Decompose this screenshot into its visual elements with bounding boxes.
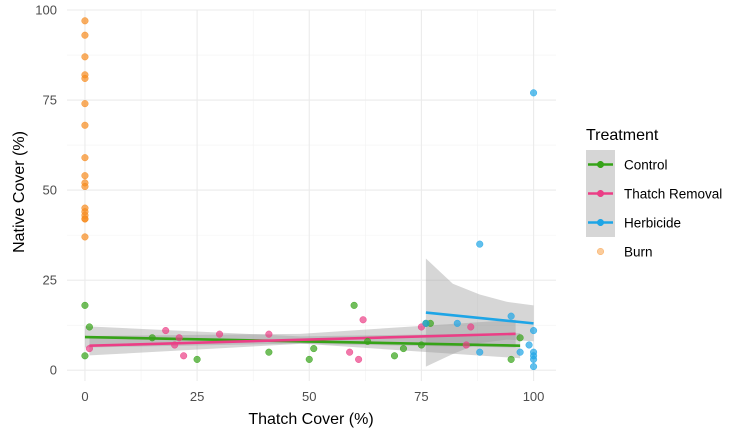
fit-line-thatch-removal bbox=[89, 332, 516, 348]
legend-item-thatch-removal: Thatch Removal bbox=[586, 179, 722, 208]
data-point-control bbox=[265, 348, 273, 356]
data-point-herbicide bbox=[530, 327, 538, 335]
data-point-control bbox=[390, 352, 399, 360]
data-point-burn bbox=[81, 154, 89, 162]
legend-key-point bbox=[596, 189, 605, 198]
data-point-control bbox=[417, 341, 425, 349]
data-point-burn bbox=[81, 100, 89, 108]
data-point-control bbox=[507, 355, 515, 363]
legend-label: Herbicide bbox=[624, 216, 681, 231]
data-point-burn bbox=[81, 233, 89, 241]
data-point-thatch-removal bbox=[462, 341, 470, 349]
x-tick-label: 25 bbox=[190, 389, 204, 404]
y-tick-label: 25 bbox=[43, 273, 57, 288]
axis-ticks: 0 25 50 75 100 0 25 50 75 100 bbox=[35, 3, 544, 405]
legend-item-burn: Burn bbox=[596, 245, 653, 260]
legend-items: Control Thatch Removal Herbicide Burn bbox=[586, 150, 722, 260]
legend-key-point bbox=[596, 247, 605, 256]
data-point-thatch-removal bbox=[359, 316, 367, 324]
fit-line-control bbox=[84, 335, 521, 348]
legend-label: Burn bbox=[624, 245, 653, 260]
data-point-thatch-removal bbox=[175, 334, 183, 342]
data-point-control bbox=[81, 301, 89, 309]
fit-lines bbox=[84, 311, 534, 348]
confidence-band-herbicide bbox=[425, 258, 534, 367]
data-point-control bbox=[305, 355, 313, 363]
y-tick-label: 100 bbox=[35, 3, 57, 18]
data-point-control bbox=[148, 334, 156, 342]
data-point-burn bbox=[81, 182, 89, 191]
data-point-thatch-removal bbox=[265, 330, 273, 338]
data-point-thatch-removal bbox=[162, 327, 170, 335]
x-tick-label: 100 bbox=[523, 389, 545, 404]
data-point-herbicide bbox=[530, 355, 538, 363]
data-point-control bbox=[399, 345, 408, 353]
data-point-thatch-removal bbox=[180, 352, 188, 360]
data-point-herbicide bbox=[516, 348, 524, 356]
data-points bbox=[81, 17, 538, 371]
legend-item-herbicide: Herbicide bbox=[586, 208, 681, 237]
data-point-herbicide bbox=[525, 341, 533, 349]
confidence-band-thatch-removal bbox=[89, 319, 516, 356]
legend-title: Treatment bbox=[586, 127, 659, 144]
data-point-thatch-removal bbox=[85, 345, 93, 353]
y-tick-label: 75 bbox=[43, 93, 57, 108]
data-point-herbicide bbox=[530, 89, 538, 97]
data-point-burn bbox=[81, 172, 89, 180]
data-point-herbicide bbox=[476, 348, 484, 356]
data-point-herbicide bbox=[530, 363, 538, 371]
legend-key-point bbox=[596, 160, 605, 169]
data-point-burn bbox=[81, 17, 89, 25]
legend-key-point bbox=[596, 218, 605, 227]
data-point-herbicide bbox=[507, 312, 515, 320]
data-point-thatch-removal bbox=[467, 323, 475, 331]
legend-item-control: Control bbox=[586, 150, 668, 179]
data-point-control bbox=[81, 352, 89, 360]
x-tick-label: 75 bbox=[414, 389, 428, 404]
data-point-control bbox=[516, 334, 524, 342]
x-axis-title: Thatch Cover (%) bbox=[248, 411, 373, 428]
data-point-burn bbox=[81, 215, 89, 223]
y-tick-label: 0 bbox=[50, 363, 57, 378]
grid bbox=[67, 9, 556, 381]
data-point-control bbox=[350, 301, 358, 309]
legend-label: Control bbox=[624, 158, 668, 173]
x-tick-label: 0 bbox=[81, 389, 88, 404]
data-point-herbicide bbox=[476, 240, 484, 248]
data-point-control bbox=[193, 355, 201, 363]
data-point-thatch-removal bbox=[346, 348, 354, 356]
data-point-burn bbox=[81, 74, 89, 82]
data-point-herbicide bbox=[422, 319, 430, 327]
data-point-thatch-removal bbox=[355, 355, 363, 363]
data-point-control bbox=[310, 345, 318, 353]
y-axis-title: Native Cover (%) bbox=[11, 131, 28, 253]
legend-label: Thatch Removal bbox=[624, 187, 722, 202]
data-point-control bbox=[85, 323, 93, 331]
data-point-thatch-removal bbox=[215, 330, 224, 338]
y-tick-label: 50 bbox=[43, 183, 57, 198]
fit-line-herbicide bbox=[425, 311, 534, 325]
data-point-burn bbox=[81, 31, 89, 39]
legend: Treatment Control Thatch Removal Herbicide… bbox=[586, 127, 722, 260]
data-point-burn bbox=[81, 121, 89, 129]
data-point-thatch-removal bbox=[171, 341, 179, 349]
x-tick-label: 50 bbox=[302, 389, 316, 404]
data-point-control bbox=[364, 337, 372, 345]
data-point-burn bbox=[81, 53, 89, 61]
data-point-herbicide bbox=[453, 319, 461, 327]
